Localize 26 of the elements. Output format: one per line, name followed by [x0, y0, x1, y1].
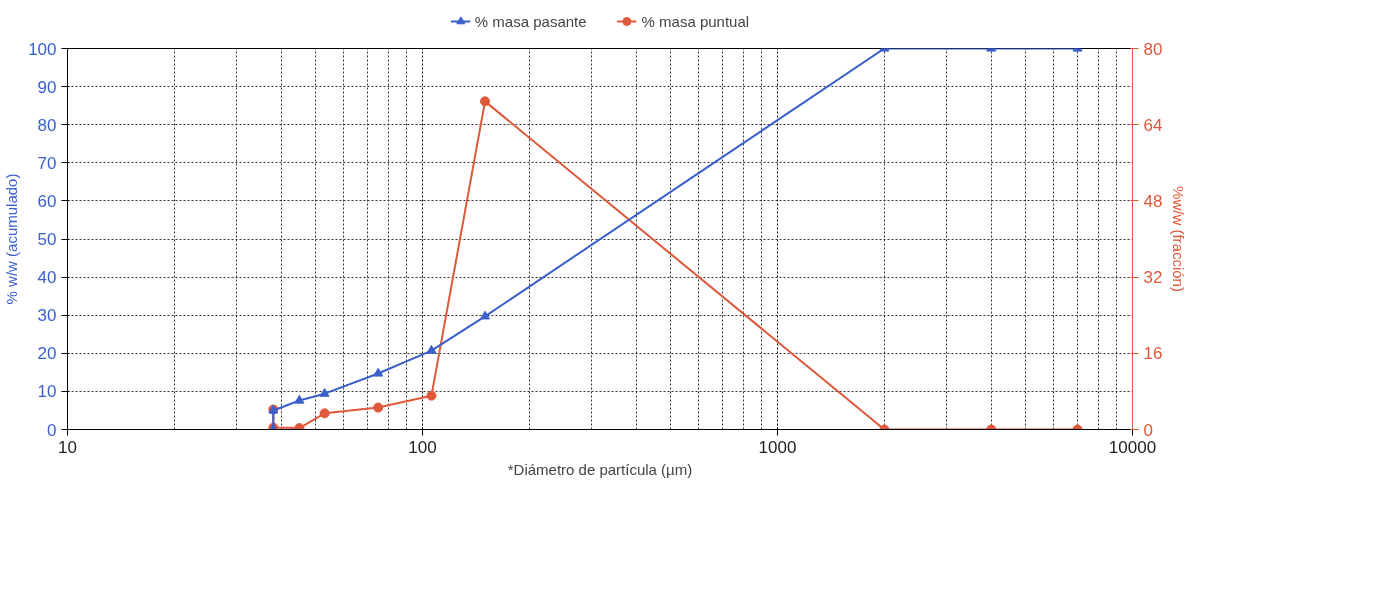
x-tick-label: 10000 — [1108, 437, 1157, 457]
x-tick-label: 10 — [58, 437, 77, 457]
y2-tick-label: 80 — [1143, 39, 1163, 59]
x-tick-label: 1000 — [758, 437, 797, 457]
y-tick-label: 60 — [37, 191, 57, 211]
y-tick-label: 50 — [37, 230, 57, 249]
y2-tick-label: 64 — [1143, 115, 1163, 135]
y-tick-label: 80 — [37, 115, 57, 135]
x-tick-label: 100 — [408, 437, 437, 457]
y-tick-label: 30 — [37, 306, 57, 326]
y-tick-label: 0 — [47, 420, 57, 440]
y2-axis-title: %w/w (fracción) — [1170, 186, 1188, 292]
y-tick-label: 40 — [37, 268, 57, 288]
y-tick-label: 10 — [37, 382, 57, 402]
y-tick-label: 100 — [28, 39, 57, 59]
y-tick-label: 20 — [37, 344, 57, 364]
legend-label: % masa pasante — [474, 12, 587, 30]
y2-tick-label: 0 — [1143, 420, 1153, 440]
legend-label: % masa puntual — [641, 12, 750, 30]
y-tick-label: 90 — [37, 77, 57, 97]
y-tick-label: 70 — [37, 153, 57, 173]
y-axis-title: % w/w (acumulado) — [3, 173, 21, 305]
y2-tick-label: 16 — [1143, 344, 1163, 364]
y2-tick-label: 32 — [1143, 268, 1163, 288]
x-axis-title: *Diámetro de partícula (µm) — [507, 460, 693, 478]
y2-tick-label: 48 — [1143, 191, 1163, 211]
